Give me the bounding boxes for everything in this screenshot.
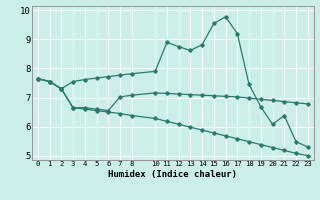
X-axis label: Humidex (Indice chaleur): Humidex (Indice chaleur) [108,170,237,179]
